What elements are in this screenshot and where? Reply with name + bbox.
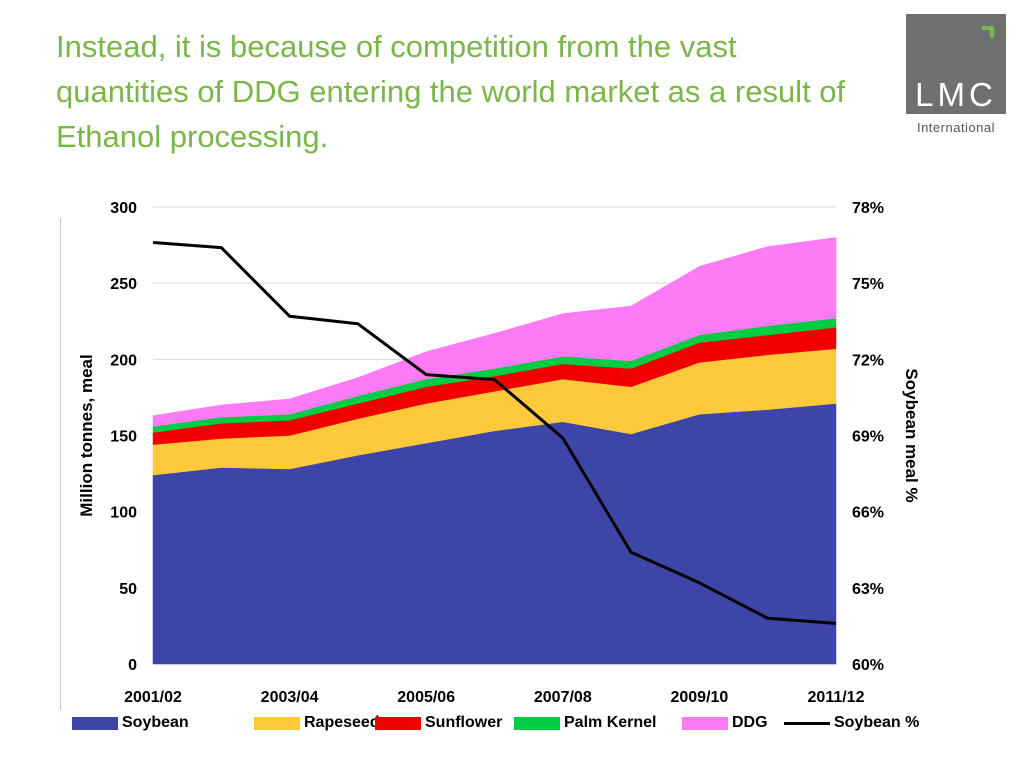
- y2-tick-label: 75%: [852, 276, 884, 293]
- y-tick-label: 200: [110, 352, 137, 369]
- legend-label: Sunflower: [425, 714, 503, 731]
- legend-label: Rapeseed: [304, 714, 380, 731]
- legend-label: Palm Kernel: [564, 714, 657, 731]
- x-tick-label: 2005/06: [397, 689, 455, 706]
- logo-box: LMC: [906, 14, 1006, 114]
- y2-tick-label: 69%: [852, 429, 884, 446]
- x-tick-label: 2011/12: [808, 689, 865, 706]
- y-tick-label: 0: [128, 657, 137, 674]
- y2-tick-label: 78%: [852, 200, 884, 217]
- legend-item-sunflower: Sunflower: [375, 712, 502, 734]
- legend-swatch: [72, 716, 118, 730]
- y2-tick-label: 63%: [852, 581, 884, 598]
- chart-left-divider: [60, 218, 61, 710]
- y-tick-label: 150: [110, 429, 137, 446]
- legend-swatch: [682, 716, 728, 730]
- chart-legend: Soybean Rapeseed Sunflower Palm Kernel DDG So…: [72, 712, 972, 734]
- logo-corner-mark: [982, 26, 994, 38]
- y2-tick-label: 66%: [852, 505, 884, 522]
- slide-title: Instead, it is because of competition fr…: [56, 29, 846, 154]
- x-tick-label: 2001/02: [124, 689, 182, 706]
- logo-subtext: International: [916, 120, 996, 135]
- legend-swatch: [784, 721, 830, 725]
- x-tick-label: 2003/04: [261, 689, 319, 706]
- legend-item-soybean: Soybean %: [784, 712, 919, 734]
- legend-label: Soybean %: [834, 714, 920, 731]
- legend-swatch: [254, 716, 300, 730]
- y-axis-title: Million tonnes, meal: [77, 354, 96, 516]
- y-tick-label: 100: [110, 505, 137, 522]
- logo-text: LMC: [915, 76, 997, 113]
- area-series-ddg: [152, 237, 837, 427]
- x-tick-label: 2009/10: [670, 689, 728, 706]
- legend-item-ddg: DDG: [682, 712, 768, 734]
- y-tick-label: 300: [110, 200, 137, 217]
- legend-swatch: [375, 716, 421, 730]
- y-tick-label: 50: [119, 581, 137, 598]
- line-series-soybean-percent: [152, 241, 837, 625]
- legend-label: DDG: [732, 714, 768, 731]
- legend-item-rapeseed: Rapeseed: [254, 712, 380, 734]
- lmc-logo: LMC International: [906, 14, 1006, 138]
- legend-label: Soybean: [122, 714, 189, 731]
- legend-item-soybean: Soybean: [72, 712, 189, 734]
- x-tick-label: 2007/08: [534, 689, 592, 706]
- y2-tick-label: 60%: [852, 657, 884, 674]
- y2-tick-label: 72%: [852, 352, 884, 369]
- legend-swatch: [514, 716, 560, 730]
- y-tick-label: 250: [110, 276, 137, 293]
- legend-item-palm-kernel: Palm Kernel: [514, 712, 656, 734]
- y2-axis-title: Soybean meal %: [902, 368, 921, 502]
